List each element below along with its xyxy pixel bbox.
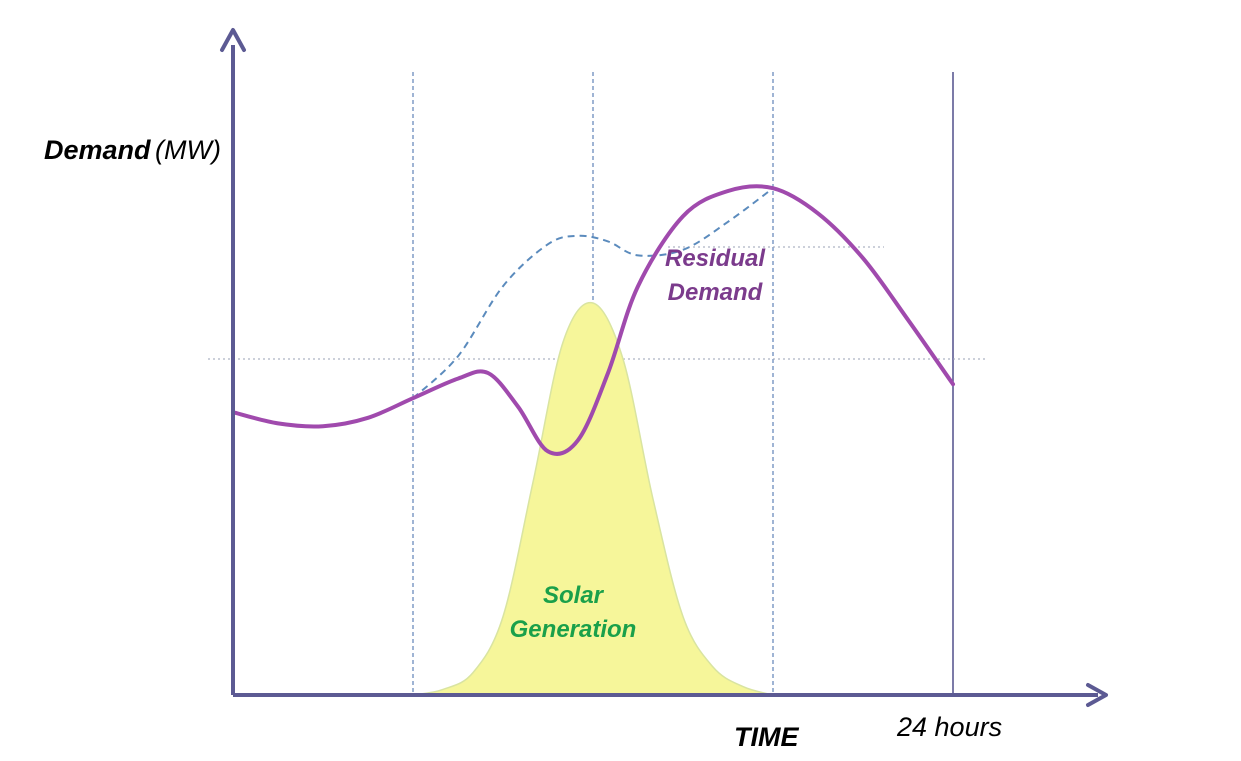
y-axis-unit: (MW) bbox=[155, 135, 221, 165]
residual-demand-label-line1: Residual bbox=[665, 245, 766, 272]
total-demand-line bbox=[412, 187, 774, 399]
residual-demand-label-line2: Demand bbox=[668, 279, 764, 306]
y-axis-arrowhead bbox=[220, 28, 246, 52]
vertical-reference-lines bbox=[412, 72, 954, 695]
solar-generation-label-line1: Solar bbox=[543, 582, 605, 609]
series-layer bbox=[231, 184, 955, 696]
solar-generation-label-line2: Generation bbox=[510, 616, 637, 643]
y-axis-label: Demand bbox=[44, 135, 151, 165]
x-axis-end-label: 24 hours bbox=[896, 712, 1002, 742]
residual-demand-line bbox=[231, 184, 955, 456]
x-axis-arrowhead bbox=[1086, 683, 1108, 707]
solar-generation-area bbox=[412, 301, 774, 696]
axes bbox=[220, 28, 1108, 707]
x-axis-label: TIME bbox=[734, 722, 799, 752]
